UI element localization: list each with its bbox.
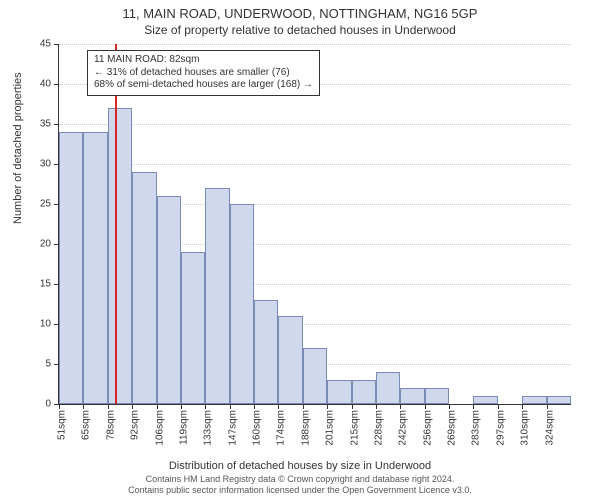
ytick-label: 30	[40, 159, 51, 170]
chart-title: 11, MAIN ROAD, UNDERWOOD, NOTTINGHAM, NG…	[0, 0, 600, 21]
xtick-label: 215sqm	[349, 410, 360, 446]
xtick-label: 297sqm	[495, 410, 506, 446]
xtick-mark	[181, 404, 182, 409]
xtick-mark	[498, 404, 499, 409]
xtick-mark	[205, 404, 206, 409]
xtick-label: 119sqm	[178, 410, 189, 445]
histogram-bar	[230, 204, 254, 404]
ytick-label: 20	[40, 239, 51, 250]
xtick-mark	[59, 404, 60, 409]
y-axis-label: Number of detached properties	[12, 72, 24, 224]
histogram-bar	[83, 132, 107, 404]
annotation-line: 68% of semi-detached houses are larger (…	[94, 79, 313, 92]
plot-area: 05101520253035404551sqm65sqm78sqm92sqm10…	[58, 44, 571, 405]
annotation-line: ← 31% of detached houses are smaller (76…	[94, 67, 313, 80]
histogram-bar	[181, 252, 205, 404]
xtick-label: 174sqm	[276, 410, 287, 446]
xtick-mark	[230, 404, 231, 409]
ytick-label: 0	[45, 399, 51, 410]
xtick-mark	[157, 404, 158, 409]
xtick-label: 160sqm	[252, 410, 263, 446]
histogram-bar	[400, 388, 424, 404]
histogram-bar	[376, 372, 400, 404]
chart-subtitle: Size of property relative to detached ho…	[0, 21, 600, 37]
ytick-label: 45	[40, 39, 51, 50]
xtick-label: 256sqm	[422, 410, 433, 446]
xtick-mark	[522, 404, 523, 409]
histogram-bar	[254, 300, 278, 404]
xtick-mark	[473, 404, 474, 409]
ytick-label: 40	[40, 79, 51, 90]
ytick-mark	[54, 44, 59, 45]
xtick-mark	[425, 404, 426, 409]
xtick-mark	[352, 404, 353, 409]
histogram-bar	[425, 388, 449, 404]
annotation-line: 11 MAIN ROAD: 82sqm	[94, 54, 313, 67]
xtick-mark	[547, 404, 548, 409]
xtick-mark	[400, 404, 401, 409]
ytick-mark	[54, 124, 59, 125]
ytick-mark	[54, 84, 59, 85]
histogram-bar	[157, 196, 181, 404]
histogram-bar	[303, 348, 327, 404]
histogram-bar	[352, 380, 376, 404]
xtick-mark	[327, 404, 328, 409]
xtick-mark	[303, 404, 304, 409]
xtick-label: 310sqm	[520, 410, 531, 446]
annotation-box: 11 MAIN ROAD: 82sqm← 31% of detached hou…	[87, 50, 320, 96]
ytick-label: 35	[40, 119, 51, 130]
xtick-label: 188sqm	[300, 410, 311, 446]
histogram-bar	[327, 380, 351, 404]
xtick-label: 147sqm	[227, 410, 238, 446]
xtick-label: 228sqm	[373, 410, 384, 446]
xtick-label: 201sqm	[325, 410, 336, 446]
xtick-mark	[376, 404, 377, 409]
xtick-mark	[254, 404, 255, 409]
xtick-label: 106sqm	[154, 410, 165, 446]
xtick-label: 324sqm	[544, 410, 555, 446]
histogram-bar	[547, 396, 571, 404]
ytick-label: 10	[40, 319, 51, 330]
xtick-mark	[132, 404, 133, 409]
ytick-label: 5	[45, 359, 51, 370]
histogram-bar	[59, 132, 83, 404]
ytick-label: 25	[40, 199, 51, 210]
histogram-bar	[278, 316, 302, 404]
histogram-bar	[132, 172, 156, 404]
histogram-bar	[205, 188, 229, 404]
footer-attribution: Contains HM Land Registry data © Crown c…	[0, 474, 600, 496]
marker-line	[115, 44, 117, 404]
footer-line-1: Contains HM Land Registry data © Crown c…	[0, 474, 600, 485]
xtick-label: 92sqm	[130, 410, 141, 440]
histogram-bar	[473, 396, 497, 404]
xtick-mark	[83, 404, 84, 409]
xtick-mark	[278, 404, 279, 409]
gridline	[59, 44, 571, 45]
gridline	[59, 164, 571, 165]
xtick-mark	[449, 404, 450, 409]
xtick-label: 269sqm	[447, 410, 458, 446]
xtick-label: 78sqm	[105, 410, 116, 440]
xtick-label: 133sqm	[203, 410, 214, 446]
gridline	[59, 124, 571, 125]
x-axis-label: Distribution of detached houses by size …	[0, 460, 600, 472]
xtick-label: 283sqm	[471, 410, 482, 446]
footer-line-2: Contains public sector information licen…	[0, 485, 600, 496]
ytick-label: 15	[40, 279, 51, 290]
chart-container: 11, MAIN ROAD, UNDERWOOD, NOTTINGHAM, NG…	[0, 0, 600, 500]
histogram-bar	[522, 396, 546, 404]
xtick-label: 51sqm	[57, 410, 68, 440]
xtick-mark	[108, 404, 109, 409]
xtick-label: 65sqm	[81, 410, 92, 440]
histogram-bar	[108, 108, 132, 404]
xtick-label: 242sqm	[398, 410, 409, 446]
